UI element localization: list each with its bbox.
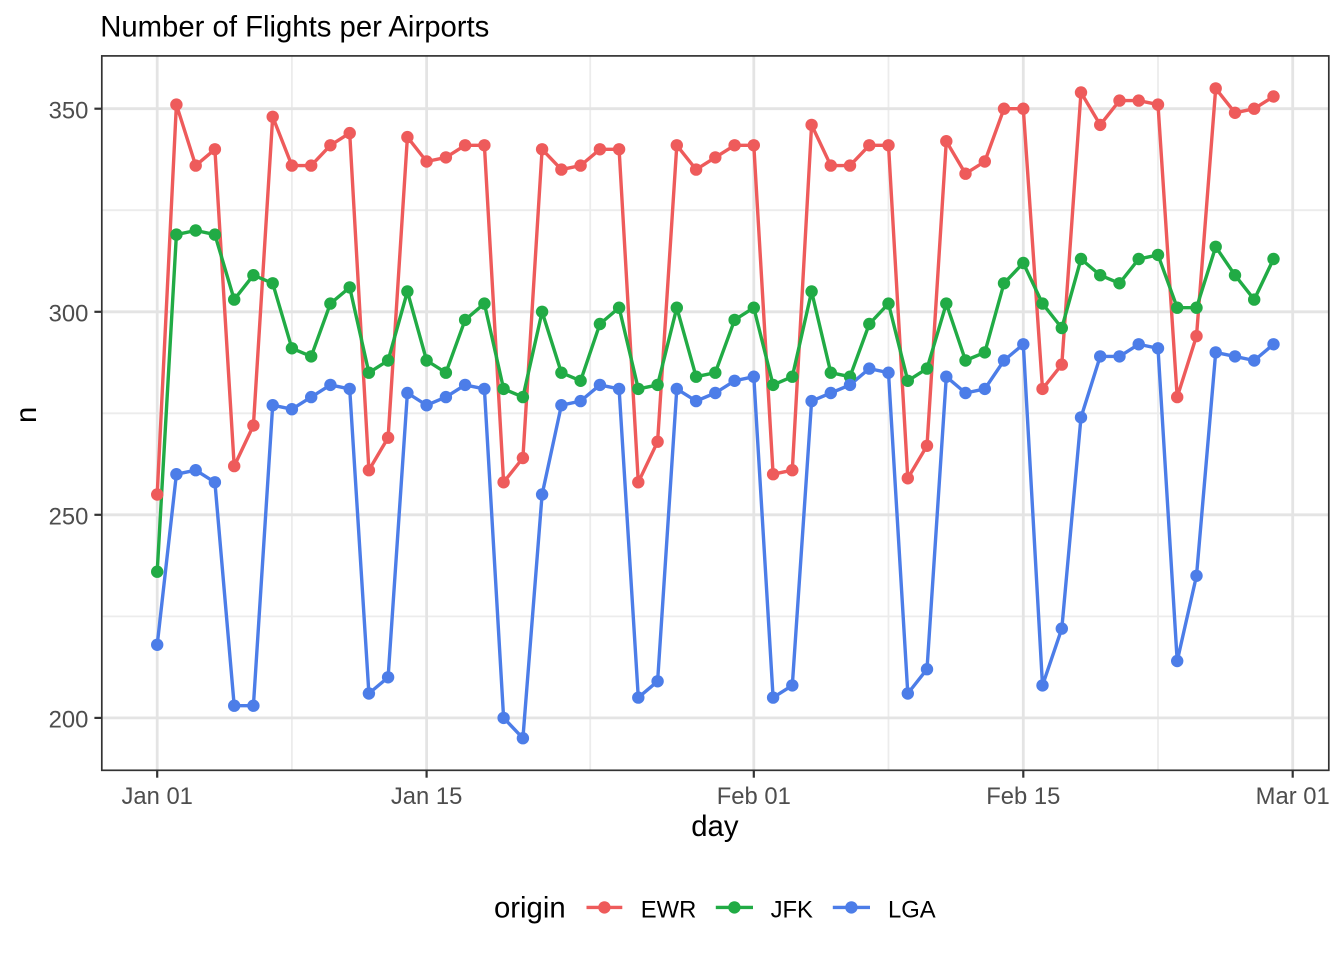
svg-text:Number of Flights per Airports: Number of Flights per Airports bbox=[100, 10, 489, 43]
svg-text:Feb 15: Feb 15 bbox=[986, 783, 1060, 810]
svg-text:Jan 15: Jan 15 bbox=[391, 783, 462, 810]
svg-text:Feb 01: Feb 01 bbox=[717, 783, 791, 810]
svg-text:250: 250 bbox=[49, 503, 89, 530]
svg-text:origin: origin bbox=[494, 892, 566, 925]
svg-text:JFK: JFK bbox=[771, 896, 813, 923]
svg-text:EWR: EWR bbox=[641, 896, 697, 923]
svg-text:n: n bbox=[10, 407, 43, 423]
svg-text:350: 350 bbox=[49, 97, 89, 124]
svg-text:300: 300 bbox=[49, 300, 89, 327]
svg-text:LGA: LGA bbox=[888, 896, 936, 923]
svg-text:Mar 01: Mar 01 bbox=[1256, 783, 1330, 810]
svg-text:day: day bbox=[691, 810, 739, 843]
svg-text:200: 200 bbox=[49, 707, 89, 734]
svg-text:Jan 01: Jan 01 bbox=[121, 783, 192, 810]
